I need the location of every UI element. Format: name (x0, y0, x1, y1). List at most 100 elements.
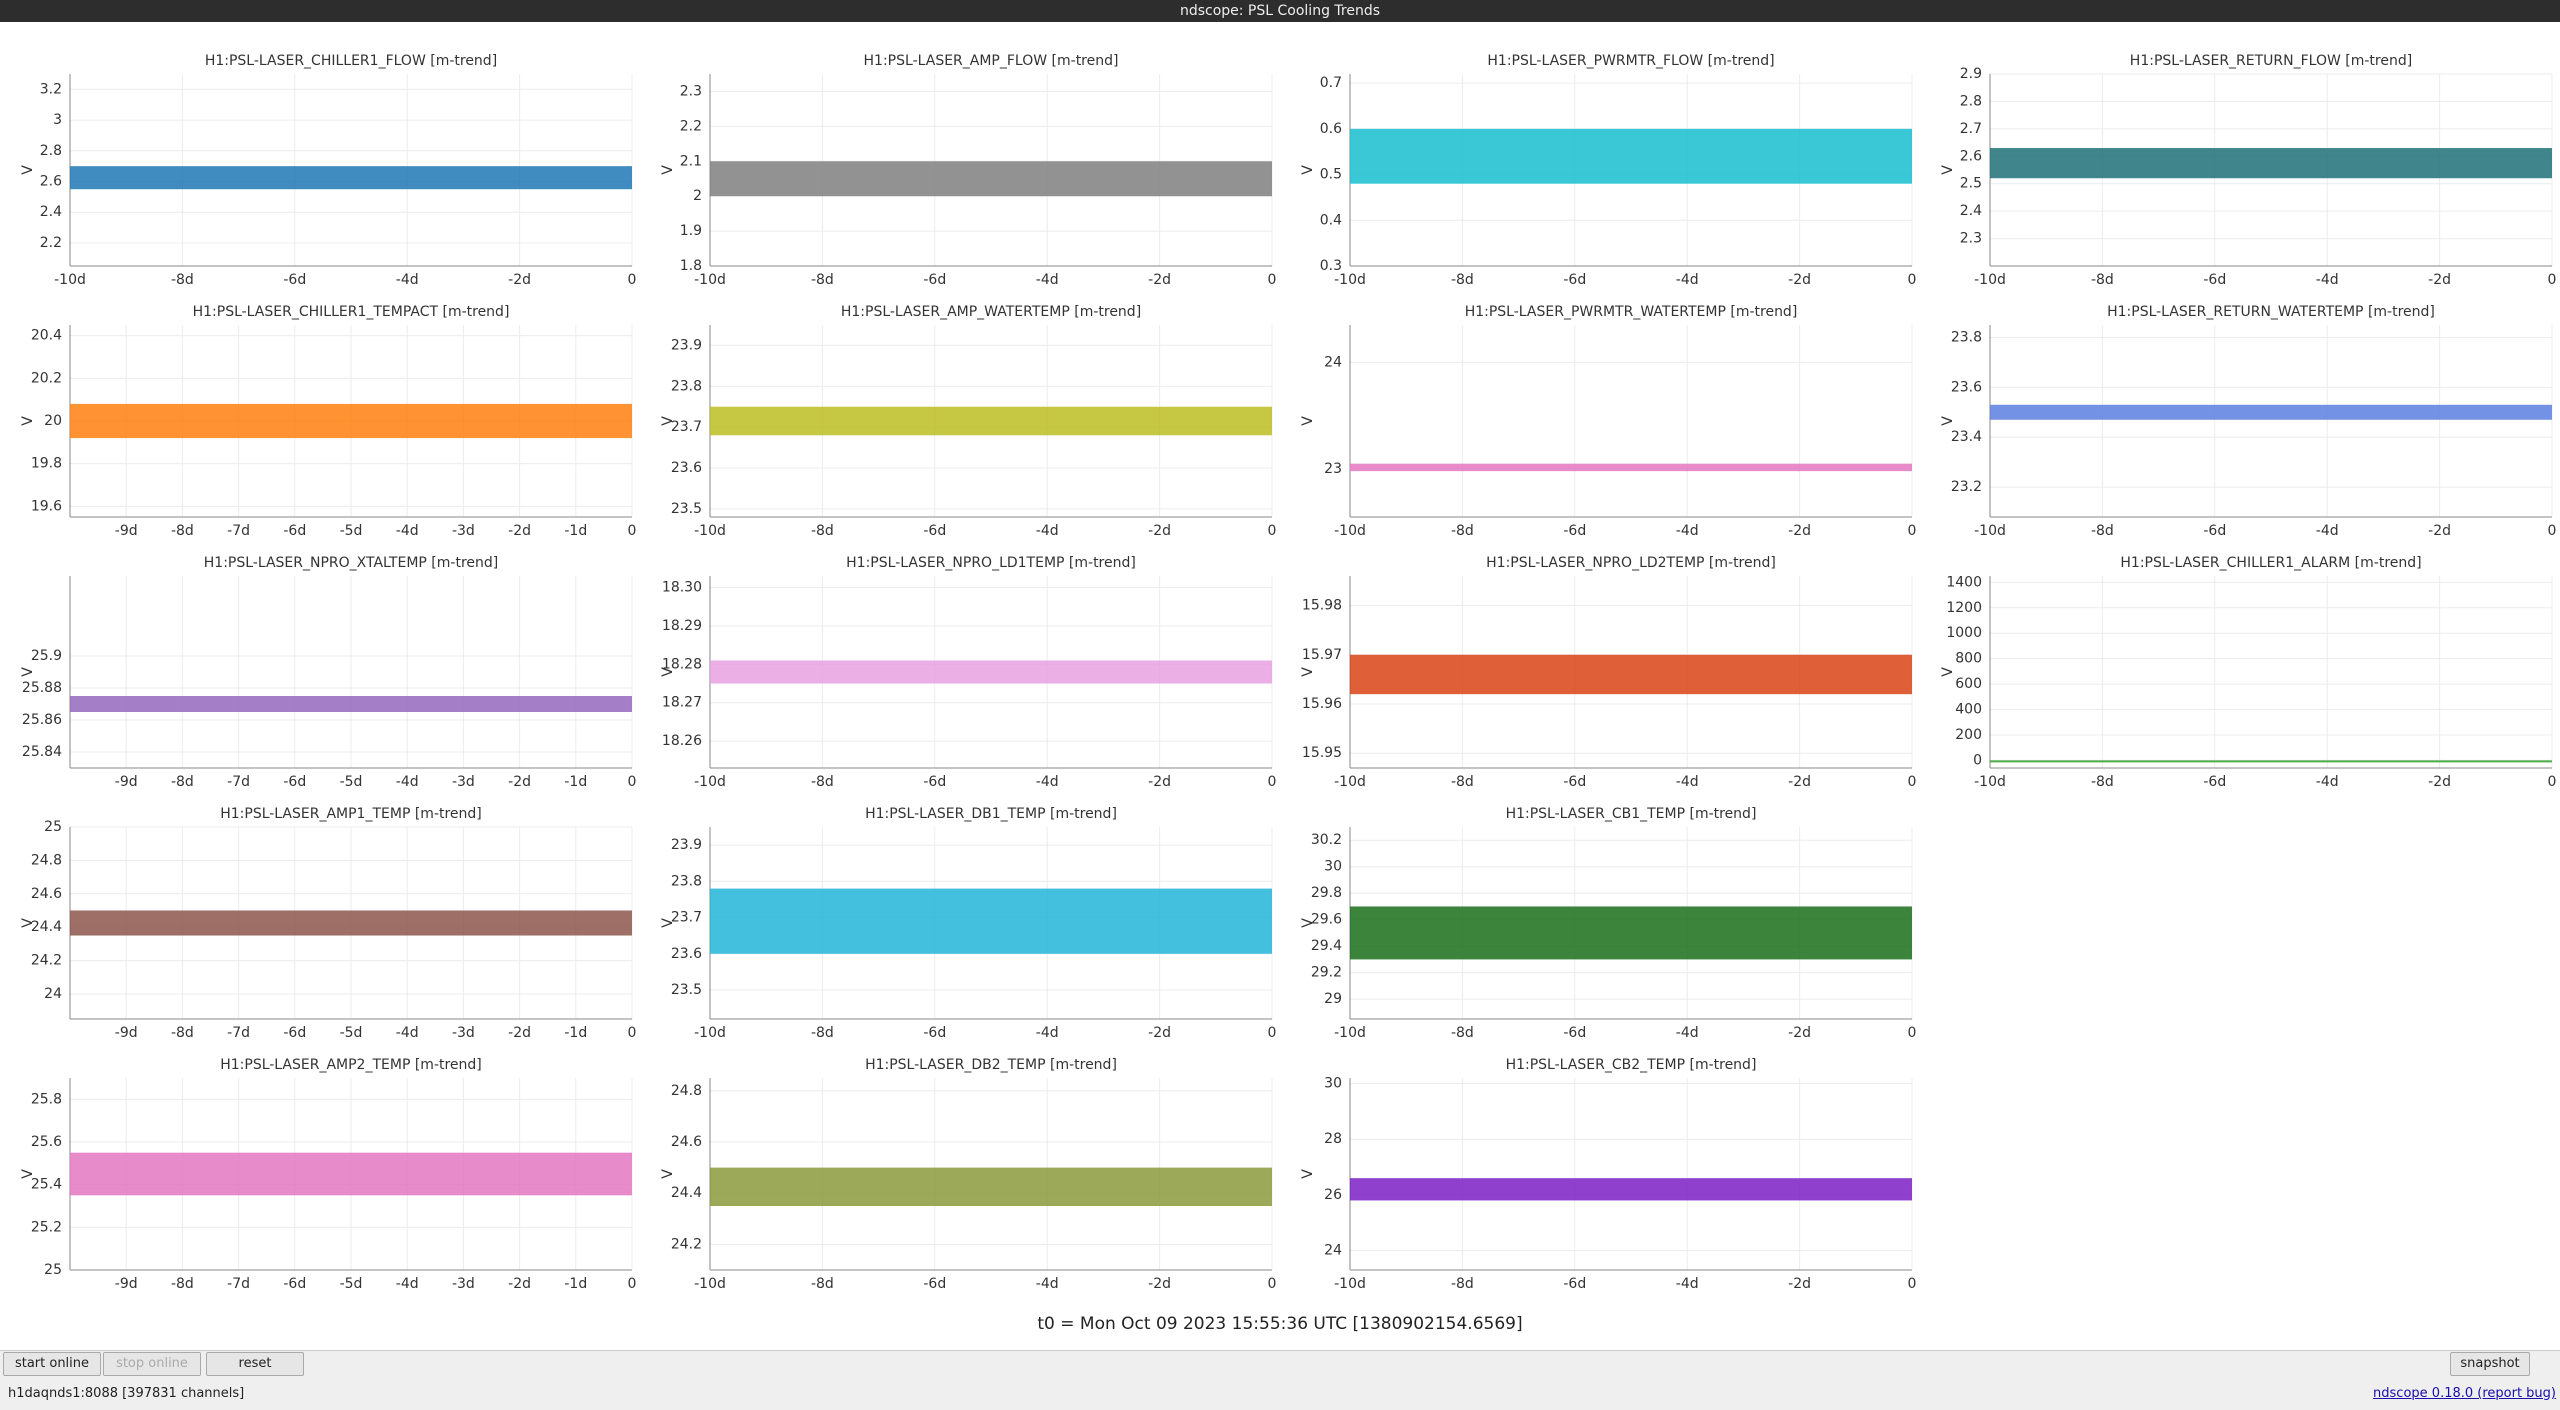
x-tick-label: -8d (171, 1276, 194, 1292)
x-tick-label: -3d (452, 774, 475, 790)
trace-band (70, 403, 632, 439)
y-axis-label: V (20, 1169, 36, 1179)
y-tick-label: 23.2 (1951, 479, 1982, 495)
reset-button[interactable]: reset (206, 1352, 304, 1376)
y-tick-label: 24.2 (31, 953, 62, 969)
y-tick-label: 23.6 (1951, 379, 1982, 395)
x-tick-label: -8d (171, 1025, 194, 1041)
y-tick-label: 23.9 (671, 337, 702, 353)
y-tick-label: 25.6 (31, 1134, 62, 1150)
y-tick-label: 24.6 (31, 886, 62, 902)
y-tick-label: 18.26 (662, 733, 702, 749)
version-link[interactable]: ndscope 0.18.0 (report bug) (2373, 1386, 2556, 1401)
plot-panel: H1:PSL-LASER_NPRO_LD1TEMP [m-trend]V18.2… (660, 555, 1276, 790)
x-tick-label: -2d (508, 774, 531, 790)
y-tick-label: 1200 (1946, 600, 1982, 616)
plot-panel: H1:PSL-LASER_CHILLER1_TEMPACT [m-trend] V… (20, 304, 636, 539)
y-tick-label: 23.6 (671, 946, 702, 962)
start-online-button[interactable]: start online (3, 1352, 101, 1376)
x-tick-label: -8d (1451, 1276, 1474, 1292)
x-tick-label: 0 (628, 774, 637, 790)
y-tick-label: 25 (44, 1262, 62, 1278)
y-tick-label: 25.8 (31, 1091, 62, 1107)
y-tick-label: 3.2 (40, 81, 62, 97)
y-tick-label: 2.6 (1960, 148, 1982, 164)
x-tick-label: -10d (694, 774, 726, 790)
trace-band (1990, 760, 2552, 763)
trace-band (1990, 148, 2552, 179)
y-tick-label: 23.8 (671, 873, 702, 889)
plot-panel: H1:PSL-LASER_RETURN_WATERTEMP [m-trend] V… (1940, 304, 2556, 539)
trace-band (710, 888, 1272, 954)
x-tick-label: -10d (54, 272, 86, 288)
trace-band (710, 1167, 1272, 1206)
x-tick-label: -8d (2091, 523, 2114, 539)
x-tick-label: 0 (1268, 523, 1277, 539)
y-tick-label: 2.2 (680, 118, 702, 134)
x-tick-label: -2d (1788, 774, 1811, 790)
y-tick-label: 400 (1955, 702, 1982, 718)
snapshot-button[interactable]: snapshot (2450, 1352, 2530, 1376)
x-tick-label: -8d (1451, 774, 1474, 790)
x-tick-label: -6d (923, 523, 946, 539)
x-tick-label: -6d (1563, 1025, 1586, 1041)
y-tick-label: 23 (1324, 461, 1342, 477)
x-tick-label: -7d (227, 523, 250, 539)
x-tick-label: -5d (340, 523, 363, 539)
y-tick-label: 18.29 (662, 618, 702, 634)
y-axis-label: V (1300, 667, 1316, 677)
x-tick-label: -2d (508, 1276, 531, 1292)
x-tick-label: -8d (2091, 774, 2114, 790)
y-tick-label: 0.4 (1320, 212, 1342, 228)
trace-band (1350, 463, 1912, 472)
x-tick-label: -6d (283, 1276, 306, 1292)
x-tick-label: -2d (1148, 523, 1171, 539)
y-tick-label: 800 (1955, 651, 1982, 667)
plot-panel: H1:PSL-LASER_AMP_FLOW [m-trend] V 1.8 1.9 2 2… (660, 53, 1276, 288)
trace-band (1350, 128, 1912, 184)
x-tick-label: 0 (1908, 1276, 1917, 1292)
y-tick-label: 18.30 (662, 580, 702, 596)
plot-panel: H1:PSL-LASER_CB1_TEMP [m-trend] V 29 29.2 29… (1300, 806, 1916, 1041)
x-tick-label: -9d (115, 774, 138, 790)
y-tick-label: 24.4 (671, 1185, 702, 1201)
x-tick-label: -6d (283, 1025, 306, 1041)
y-tick-label: 24.2 (671, 1236, 702, 1252)
plot-panel: H1:PSL-LASER_CHILLER1_FLOW [m-trend] V 2.2… (20, 53, 636, 288)
x-tick-label: -10d (1974, 774, 2006, 790)
y-tick-label: 25.86 (22, 712, 62, 728)
y-tick-label: 2.9 (1960, 66, 1982, 82)
plot-title: H1:PSL-LASER_PWRMTR_FLOW [m-trend] (1487, 53, 1774, 69)
x-tick-label: -6d (283, 523, 306, 539)
x-tick-label: -1d (564, 523, 587, 539)
y-tick-label: 20.2 (31, 370, 62, 386)
x-tick-label: -8d (171, 523, 194, 539)
x-tick-label: -9d (115, 1025, 138, 1041)
plot-grid: H1:PSL-LASER_CHILLER1_FLOW [m-trend] V 2.2… (20, 53, 2556, 1292)
plot-title: H1:PSL-LASER_RETURN_FLOW [m-trend] (2130, 53, 2412, 69)
y-tick-label: 600 (1955, 676, 1982, 692)
y-axis-label: V (20, 667, 36, 677)
plot-title: H1:PSL-LASER_AMP1_TEMP [m-trend] (220, 806, 482, 822)
x-tick-label: -4d (1676, 523, 1699, 539)
x-tick-label: 0 (2548, 272, 2557, 288)
plot-title: H1:PSL-LASER_PWRMTR_WATERTEMP [m-trend] (1465, 304, 1798, 320)
y-tick-label: 24 (1324, 354, 1342, 370)
plot-title: H1:PSL-LASER_RETURN_WATERTEMP [m-trend] (2107, 304, 2435, 320)
x-tick-label: -5d (340, 1276, 363, 1292)
x-tick-label: -8d (1451, 523, 1474, 539)
x-tick-label: -3d (452, 1276, 475, 1292)
plot-panel: H1:PSL-LASER_AMP_WATERTEMP [m-trend]V23.… (660, 304, 1276, 539)
x-tick-label: -10d (1334, 523, 1366, 539)
control-bar (0, 1350, 2560, 1410)
y-tick-label: 29.4 (1311, 938, 1342, 954)
stop-online-button[interactable]: stop online (103, 1352, 201, 1376)
plot-title: H1:PSL-LASER_NPRO_LD2TEMP [m-trend] (1486, 555, 1776, 571)
x-tick-label: -4d (1676, 272, 1699, 288)
plot-panel: H1:PSL-LASER_RETURN_FLOW [m-trend] V 2.3 2.… (1940, 53, 2556, 288)
x-tick-label: -3d (452, 523, 475, 539)
y-tick-label: 23.5 (671, 982, 702, 998)
y-tick-label: 24.4 (31, 919, 62, 935)
plot-title: H1:PSL-LASER_DB1_TEMP [m-trend] (865, 806, 1117, 822)
trace-band (1350, 906, 1912, 960)
